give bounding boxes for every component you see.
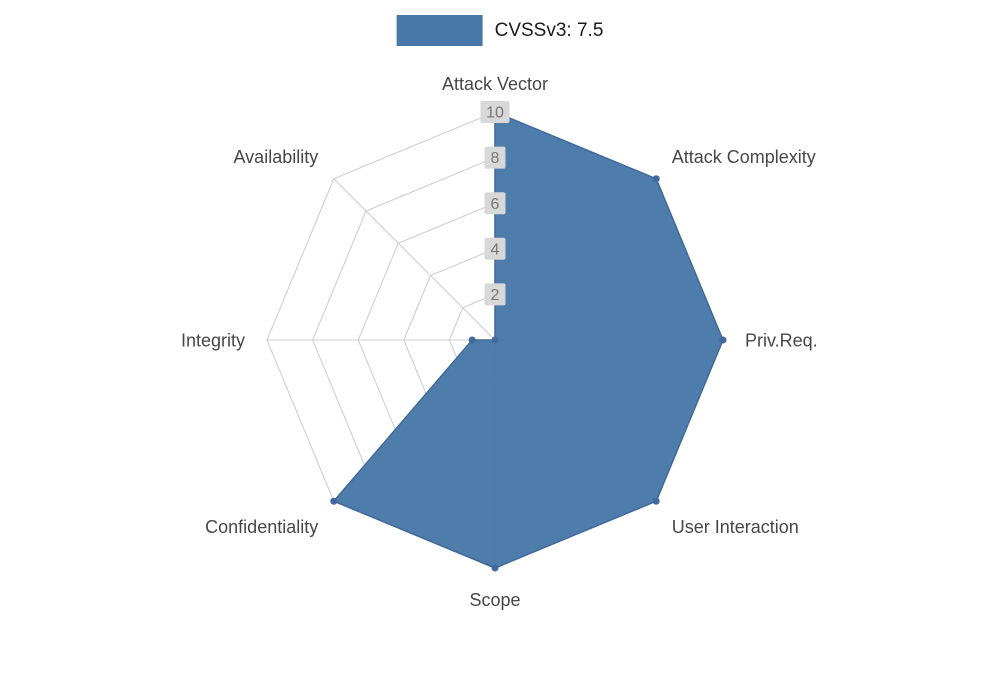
series-point (330, 497, 338, 505)
legend[interactable]: CVSSv3: 7.5 (396, 15, 604, 46)
tick-label-bg (484, 283, 506, 306)
tick-label: 10 (486, 105, 504, 122)
tick-label-bg (484, 192, 506, 215)
tick-label: 4 (491, 241, 500, 258)
tick-label: 8 (491, 150, 500, 167)
series-point (468, 336, 476, 344)
series-point (491, 564, 499, 572)
axis-label-user-interaction: User Interaction (672, 517, 799, 537)
legend-label: CVSSv3: 7.5 (494, 19, 604, 41)
axis-label-confidentiality: Confidentiality (205, 517, 318, 537)
axis-label-priv-req: Priv.Req. (745, 330, 818, 350)
axis-label-integrity: Integrity (181, 330, 245, 350)
series-point (719, 336, 727, 344)
legend-swatch (396, 15, 483, 46)
axis-label-attack-vector: Attack Vector (442, 74, 548, 94)
axis-label-scope: Scope (469, 590, 520, 610)
tick-label: 6 (491, 196, 500, 213)
tick-label: 2 (491, 287, 500, 304)
series-point (491, 336, 499, 344)
series-point (652, 175, 660, 183)
grid-spoke (333, 178, 496, 341)
axis-label-attack-complexity: Attack Complexity (672, 147, 816, 167)
axis-label-availability: Availability (234, 147, 319, 167)
tick-label-bg (484, 146, 506, 169)
series-point (652, 497, 660, 505)
tick-label-bg (480, 101, 510, 123)
tick-label-bg (484, 237, 506, 260)
